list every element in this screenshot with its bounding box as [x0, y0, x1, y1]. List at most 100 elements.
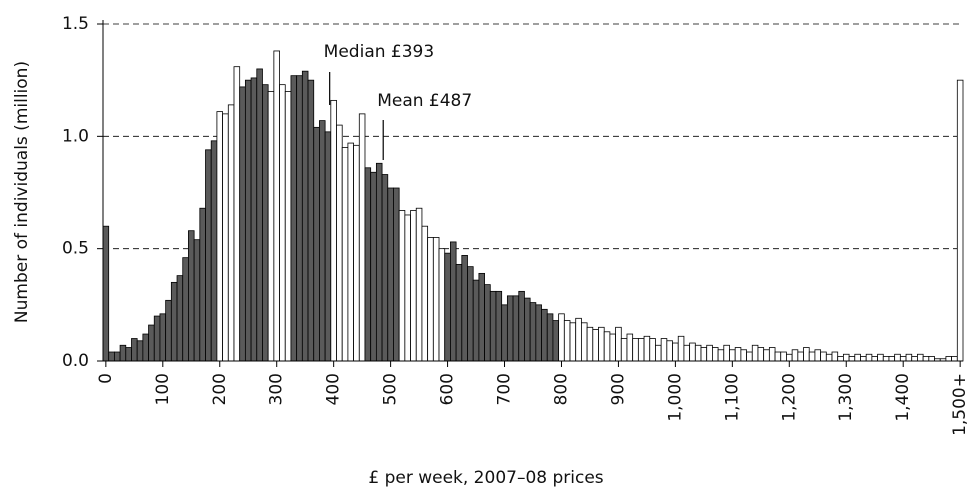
x-tick-label: 400	[324, 373, 344, 405]
bar	[780, 351, 787, 362]
bar	[216, 111, 224, 362]
bar	[899, 356, 907, 362]
bar	[831, 351, 839, 362]
bar	[113, 351, 121, 362]
bar	[387, 187, 394, 362]
bar	[848, 356, 856, 362]
bar	[324, 131, 332, 362]
bar	[911, 356, 918, 362]
x-tick-label: 1,000	[665, 373, 685, 422]
bar	[694, 344, 702, 362]
bar	[279, 84, 286, 362]
bar	[740, 349, 747, 362]
annotation: Median £393	[324, 42, 435, 62]
bar	[484, 284, 491, 362]
bar	[336, 124, 343, 362]
bar	[592, 329, 599, 362]
bar	[415, 207, 423, 362]
bar	[290, 75, 298, 362]
bar	[170, 281, 178, 362]
y-axis-label: Number of individuals (million)	[12, 61, 32, 323]
bar	[193, 239, 201, 362]
bar	[820, 351, 827, 362]
x-tick-label: 900	[608, 373, 628, 405]
bar	[461, 255, 468, 362]
bar	[541, 308, 548, 362]
bar	[404, 214, 411, 362]
bar	[700, 347, 708, 362]
x-tick-label: 1,400	[893, 373, 913, 422]
x-tick-label: 1,100	[722, 373, 742, 422]
bar	[945, 356, 953, 362]
bar	[626, 333, 634, 362]
bar	[786, 353, 793, 362]
bar	[108, 351, 115, 362]
bar	[637, 338, 645, 362]
bar	[199, 207, 206, 362]
bar	[529, 302, 537, 362]
bar	[478, 272, 485, 362]
bar	[808, 351, 816, 362]
bar	[774, 351, 782, 362]
bar	[364, 167, 372, 362]
bar	[455, 263, 463, 362]
bar	[495, 290, 503, 362]
bar	[370, 171, 377, 362]
bar	[153, 315, 161, 362]
bar	[301, 70, 309, 362]
bar	[620, 338, 628, 362]
bar	[250, 77, 258, 362]
bar	[660, 338, 668, 362]
bar	[666, 340, 673, 362]
bar	[427, 237, 434, 362]
x-tick-label: 700	[495, 373, 515, 405]
bar	[825, 353, 833, 362]
bar	[176, 275, 184, 362]
x-tick-label: 0	[96, 373, 116, 384]
bar	[729, 349, 736, 362]
bar	[182, 257, 189, 362]
bar	[672, 342, 679, 362]
bar	[467, 266, 474, 362]
bar	[205, 149, 212, 362]
bar	[763, 349, 770, 362]
bar	[649, 338, 656, 362]
annotation: Mean £487	[377, 91, 472, 111]
y-tick-label: 0.5	[62, 239, 89, 259]
bar	[432, 237, 440, 362]
bar	[256, 68, 263, 362]
bar	[603, 331, 611, 362]
bar	[273, 50, 280, 362]
bar	[518, 290, 525, 362]
bar	[472, 279, 480, 362]
bar	[865, 353, 873, 362]
x-tick-label: 200	[210, 373, 230, 405]
bar	[922, 356, 930, 362]
bar	[575, 317, 582, 362]
bar	[307, 79, 315, 362]
y-tick-label: 0.0	[62, 351, 89, 371]
x-tick-label: 1,500+	[950, 373, 970, 436]
bar	[655, 344, 662, 362]
bar	[119, 344, 127, 362]
bar	[552, 320, 560, 362]
bar	[677, 335, 685, 362]
bar	[871, 356, 878, 362]
bar	[757, 347, 765, 362]
bar	[717, 349, 725, 362]
bar	[751, 344, 759, 362]
bar	[375, 162, 383, 362]
bar	[330, 99, 337, 362]
bar	[506, 295, 514, 362]
y-tick-label: 1.5	[62, 14, 89, 34]
bar	[438, 248, 446, 362]
bar	[558, 313, 565, 362]
bar	[524, 297, 531, 362]
bar	[227, 104, 235, 362]
bar	[444, 252, 451, 362]
bar	[546, 313, 554, 362]
bar	[398, 210, 406, 362]
bar	[734, 347, 742, 362]
bar	[882, 356, 890, 362]
bar	[489, 290, 497, 362]
